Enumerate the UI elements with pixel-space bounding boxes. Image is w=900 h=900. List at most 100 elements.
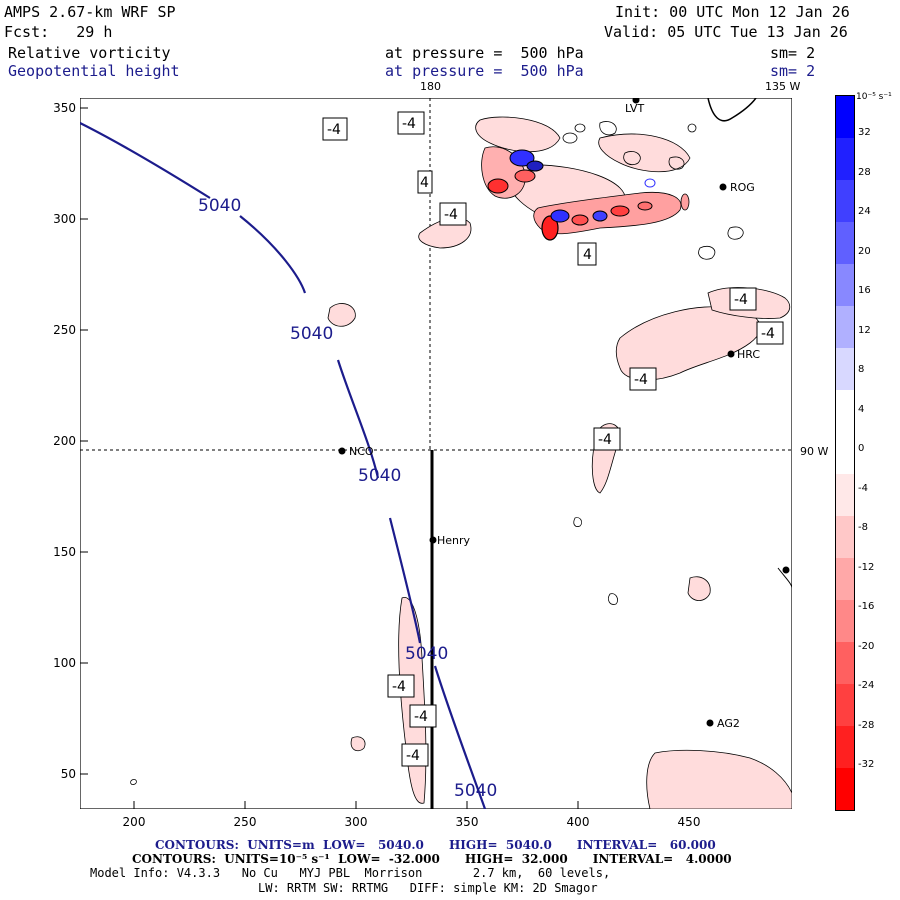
height-contour-label: 5040 [454,781,497,801]
y-tick-label: 300 [53,212,76,226]
height-contour-label: 5040 [198,196,241,216]
vorticity-labels: -4 -4 4 -4 4 -4 -4 -4 -4 -4 -4 -4 [322,111,784,767]
svg-text:ROG: ROG [730,181,755,194]
colorbar-segment [836,558,854,600]
y-tick-label: 350 [53,101,76,115]
svg-text:HRC: HRC [737,348,760,361]
svg-text:Henry: Henry [437,534,471,547]
station-henry: Henry [429,534,471,547]
colorbar-segment [836,516,854,558]
x-tick-label: 350 [455,815,479,829]
colorbar-segment [836,600,854,642]
colorbar-label: 28 [858,166,871,178]
x-tick-label: 450 [677,815,701,829]
contours-vorticity-info: CONTOURS: UNITS=10⁻⁵ s⁻¹ LOW= -32.000 HI… [132,852,732,866]
x-tick-label: 300 [344,815,368,829]
vorticity-label-box: -4 [629,367,657,391]
station-unnamed [782,566,790,574]
svg-text:-4: -4 [406,748,420,764]
colorbar-label: -16 [858,601,875,612]
svg-text:-4: -4 [414,709,428,725]
colorbar-label: -24 [858,680,875,691]
colorbar-segment [836,138,854,180]
lon-label-90w: 90 W [800,445,829,458]
station-nco: NCO [338,445,374,458]
colorbar-label: -8 [858,522,868,533]
lon-label-135w: 135 W [765,80,801,93]
field2-name: Geopotential height [8,62,180,80]
x-tick-label: 200 [122,815,146,829]
colorbar-segment [836,96,854,138]
model-info: Model Info: V4.3.3 No Cu MYJ PBL Morriso… [90,866,611,880]
model-title: AMPS 2.67-km WRF SP [4,3,176,21]
colorbar-label: -4 [858,482,868,494]
svg-text:-4: -4 [402,116,416,132]
colorbar-segment [836,390,854,432]
station-rog: ROG [719,181,755,194]
y-tick-label: 50 [60,767,76,781]
svg-text:-4: -4 [444,207,458,223]
axis-ticks [80,107,690,809]
vorticity-label-box: -4 [593,427,621,451]
field1-level: at pressure = 500 hPa [385,44,584,62]
svg-text:-4: -4 [392,679,406,695]
colorbar-segment [836,306,854,348]
colorbar-label: 24 [858,206,871,217]
svg-text:-4: -4 [634,372,648,388]
svg-text:-4: -4 [598,432,612,448]
x-tick-label: 250 [233,815,257,829]
colorbar-segment [836,222,854,264]
colorbar-segment [836,684,854,726]
colorbar [835,95,855,811]
vorticity-label-box: 4 [577,242,597,266]
x-tick-label: 400 [566,815,590,829]
colorbar-label: 4 [858,403,865,415]
init-time: Init: 00 UTC Mon 12 Jan 26 [615,3,850,21]
svg-text:-4: -4 [734,292,748,308]
colorbar-segment [836,474,854,516]
colorbar-segment [836,180,854,222]
colorbar-segment [836,348,854,390]
vorticity-label-box: -4 [439,202,467,226]
valid-time: Valid: 05 UTC Tue 13 Jan 26 [604,23,848,41]
colorbar-label: -12 [858,561,875,573]
svg-text:NCO: NCO [349,445,374,458]
y-tick-label: 250 [53,323,76,337]
colorbar-label: 0 [858,443,865,454]
colorbar-segment [836,432,854,474]
svg-text:LVT: LVT [625,102,644,115]
station-hrc: HRC [727,348,760,361]
svg-text:AG2: AG2 [717,717,740,730]
svg-text:4: 4 [420,175,429,191]
colorbar-segment [836,726,854,768]
colorbar-segment [836,768,854,810]
colorbar-label: 16 [858,285,871,296]
vorticity-label-box: -4 [397,111,425,135]
height-contour-5040 [80,122,487,809]
map-frame [80,98,792,809]
svg-text:4: 4 [583,247,592,263]
vorticity-positive-contours [130,121,744,785]
vorticity-label-box: -4 [387,674,415,698]
height-contour-label: 5040 [358,466,401,486]
y-tick-label: 150 [53,545,76,559]
vorticity-label-box: -4 [729,287,757,311]
map-panel[interactable]: 5040 5040 5040 5040 5040 -4 -4 4 -4 4 -4… [80,98,792,809]
vorticity-label-box: -4 [401,743,429,767]
station-ag2: AG2 [706,717,740,730]
colorbar-label: 12 [858,324,871,336]
stations: LVT ROG HRC NCO Henry AG2 [338,98,790,730]
svg-text:-4: -4 [327,122,341,138]
height-contour-label: 5040 [405,644,448,664]
field2-level: at pressure = 500 hPa [385,62,584,80]
vorticity-negative-areas [327,116,792,809]
vorticity-label-box: -4 [409,704,437,728]
colorbar-label: -20 [858,640,875,652]
vorticity-label-box: -4 [756,321,784,345]
colorbar-label: 32 [858,127,871,138]
lon-label-180: 180 [420,80,441,93]
colorbar-segment [836,264,854,306]
model-info-physics: LW: RRTM SW: RRTMG DIFF: simple KM: 2D S… [258,881,598,895]
colorbar-label: -28 [858,719,875,731]
vorticity-label-box: -4 [322,117,348,141]
